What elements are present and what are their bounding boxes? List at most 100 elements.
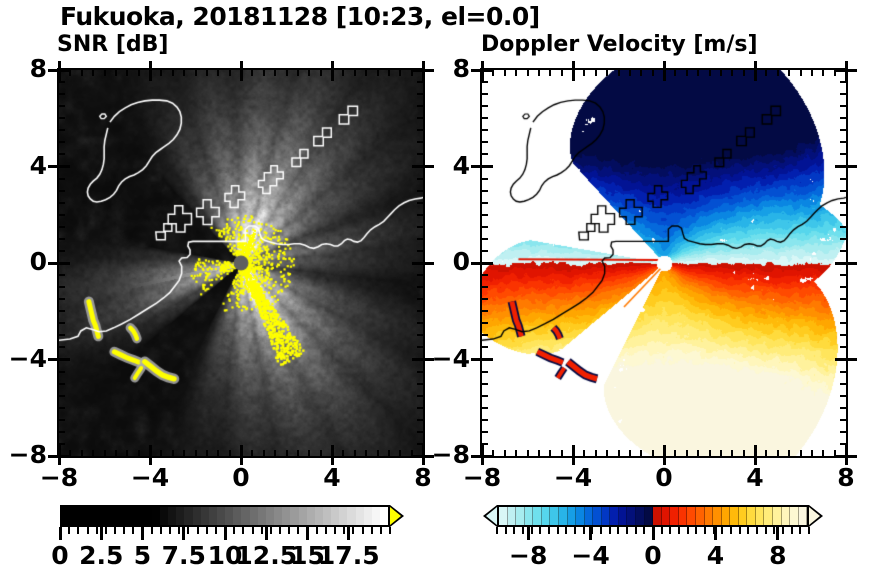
colorbar-cell bbox=[274, 507, 283, 525]
colorbar-cell bbox=[184, 507, 193, 525]
y-axis-tick-label: −8 bbox=[8, 440, 47, 469]
colorbar-cell bbox=[151, 507, 160, 525]
colorbar-major-tick bbox=[713, 527, 717, 540]
colorbar-cell bbox=[119, 507, 128, 525]
colorbar-minor-tick bbox=[315, 527, 318, 534]
y-tick-outer-right bbox=[848, 358, 857, 361]
y-axis-tick-label: −8 bbox=[431, 440, 470, 469]
colorbar-cell bbox=[323, 507, 332, 525]
colorbar-minor-tick bbox=[808, 527, 810, 534]
y-axis-tick-label: 0 bbox=[452, 247, 470, 276]
colorbar-cell bbox=[687, 507, 696, 525]
colorbar-cell bbox=[347, 507, 356, 525]
colorbar-cell bbox=[290, 507, 299, 525]
colorbar-cell bbox=[127, 507, 136, 525]
x-axis-tick-label: −4 bbox=[130, 463, 170, 492]
y-tick-outer-left bbox=[48, 68, 57, 72]
colorbar-cell bbox=[110, 507, 120, 525]
left-panel-title: SNR [dB] bbox=[57, 32, 169, 57]
y-axis-tick-label: 0 bbox=[29, 247, 47, 276]
x-axis-tick-label: −4 bbox=[553, 463, 593, 492]
colorbar-tick-label: 15 bbox=[290, 541, 325, 570]
colorbar-tick-label: −4 bbox=[571, 541, 610, 570]
colorbar-cell bbox=[610, 507, 619, 525]
colorbar-cell bbox=[371, 507, 381, 525]
colorbar-minor-tick bbox=[530, 527, 533, 534]
y-tick-outer-left bbox=[471, 261, 480, 265]
colorbar-minor-tick bbox=[260, 527, 263, 534]
colorbar-cell bbox=[298, 507, 307, 525]
colorbar-minor-tick bbox=[591, 527, 594, 534]
colorbar-cell bbox=[653, 507, 662, 525]
colorbar-tick-label: 12.5 bbox=[235, 541, 298, 570]
colorbar-major-tick bbox=[347, 527, 351, 540]
colorbar-cell bbox=[159, 507, 169, 525]
colorbar-cell bbox=[755, 507, 765, 525]
colorbar-cell bbox=[216, 507, 226, 525]
colorbar-minor-tick bbox=[352, 527, 355, 534]
colorbar-cell bbox=[790, 507, 799, 525]
colorbar-major-tick bbox=[182, 527, 186, 540]
colorbar-cell bbox=[135, 507, 144, 525]
colorbar-cell bbox=[78, 507, 87, 525]
colorbar-minor-tick bbox=[504, 527, 507, 534]
colorbar-cell bbox=[339, 507, 348, 525]
colorbar-cell bbox=[62, 507, 71, 525]
colorbar-cell bbox=[524, 507, 534, 525]
colorbar-tick-label: 17.5 bbox=[317, 541, 380, 570]
colorbar-cell bbox=[773, 507, 782, 525]
colorbar-cell bbox=[192, 507, 201, 525]
doppler-radar-panel[interactable] bbox=[480, 68, 848, 458]
colorbar-cell bbox=[644, 507, 654, 525]
colorbar-cell bbox=[208, 507, 217, 525]
colorbar-minor-tick bbox=[704, 527, 706, 534]
colorbar-cell bbox=[584, 507, 594, 525]
colorbar-minor-tick bbox=[721, 527, 724, 534]
colorbar-cell bbox=[102, 507, 111, 525]
x-axis-tick-label: −8 bbox=[462, 463, 502, 492]
colorbar-minor-tick bbox=[251, 527, 254, 534]
colorbar-cell bbox=[143, 507, 152, 525]
colorbar-minor-tick bbox=[600, 527, 602, 534]
colorbar-minor-tick bbox=[242, 527, 245, 534]
x-axis-tick-label: 4 bbox=[746, 463, 764, 492]
colorbar-major-tick bbox=[526, 527, 530, 540]
colorbar-minor-tick bbox=[686, 527, 689, 534]
colorbar-cell bbox=[781, 507, 791, 525]
y-axis-tick-label: 8 bbox=[452, 54, 470, 83]
colorbar-minor-tick bbox=[159, 527, 162, 534]
y-axis-tick-label: 8 bbox=[29, 54, 47, 83]
colorbar-cell bbox=[380, 507, 389, 525]
colorbar-minor-tick bbox=[297, 527, 300, 534]
colorbar-cell bbox=[567, 507, 577, 525]
doppler-colorbar[interactable] bbox=[483, 505, 823, 527]
colorbar-minor-tick bbox=[634, 527, 637, 534]
colorbar-tick-label: 7.5 bbox=[161, 541, 206, 570]
colorbar-major-tick bbox=[589, 527, 593, 540]
colorbar-cell bbox=[558, 507, 568, 525]
colorbar-major-tick bbox=[99, 527, 103, 540]
colorbar-minor-tick bbox=[379, 527, 382, 534]
colorbar-minor-tick bbox=[343, 527, 346, 534]
colorbar-cell bbox=[678, 507, 688, 525]
snr-colorbar[interactable] bbox=[60, 505, 404, 527]
colorbar-major-tick bbox=[223, 527, 227, 540]
colorbar-minor-tick bbox=[288, 527, 291, 534]
colorbar-cell bbox=[265, 507, 275, 525]
colorbar-cell bbox=[550, 507, 559, 525]
colorbar-cell bbox=[507, 507, 517, 525]
colorbar-minor-tick bbox=[68, 527, 71, 534]
colorbar-cell bbox=[355, 507, 364, 525]
colorbar-minor-tick bbox=[738, 527, 741, 534]
y-axis-tick-label: 4 bbox=[452, 150, 470, 180]
snr-radar-panel[interactable] bbox=[57, 68, 425, 458]
colorbar-minor-tick bbox=[799, 527, 802, 534]
colorbar-minor-tick bbox=[104, 527, 107, 534]
colorbar-minor-tick bbox=[617, 527, 620, 534]
colorbar-minor-tick bbox=[269, 527, 272, 534]
colorbar-cell bbox=[282, 507, 291, 525]
colorbar-cell bbox=[516, 507, 525, 525]
colorbar-minor-tick bbox=[86, 527, 89, 534]
colorbar-minor-tick bbox=[582, 527, 585, 534]
